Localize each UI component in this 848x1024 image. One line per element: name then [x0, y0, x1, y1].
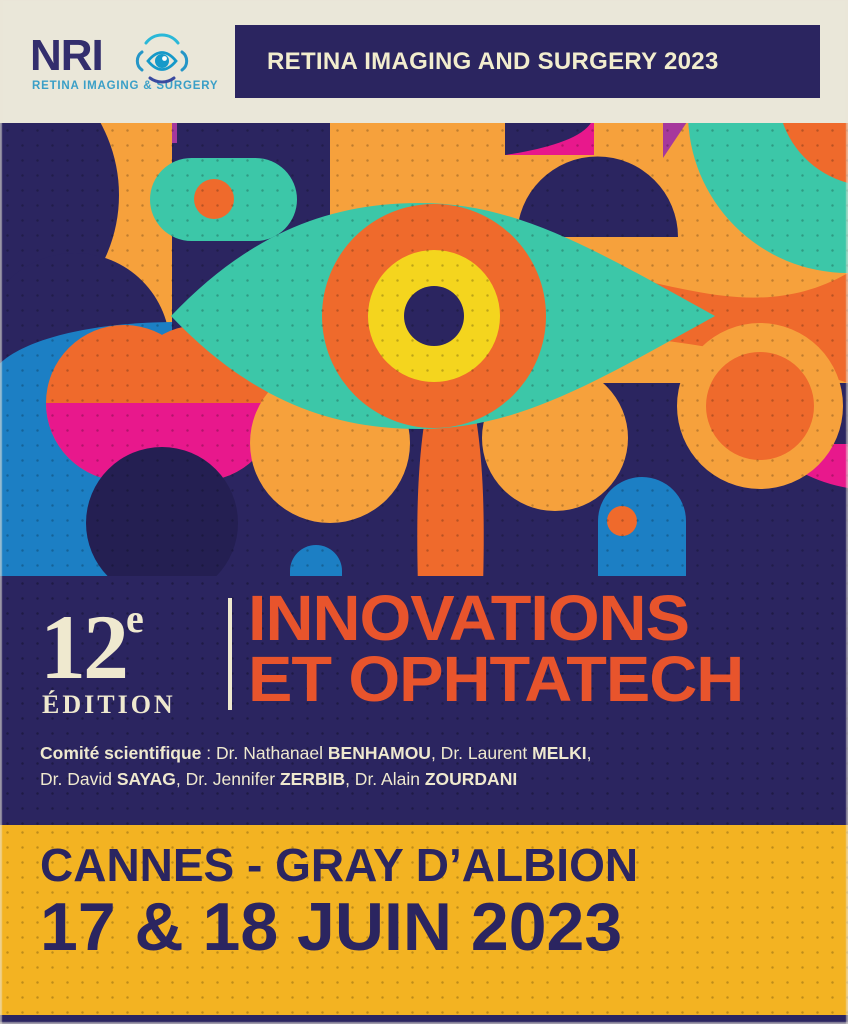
svg-text:RETINA IMAGING & SURGERY: RETINA IMAGING & SURGERY — [32, 80, 218, 92]
svg-text:NRI: NRI — [30, 32, 103, 80]
